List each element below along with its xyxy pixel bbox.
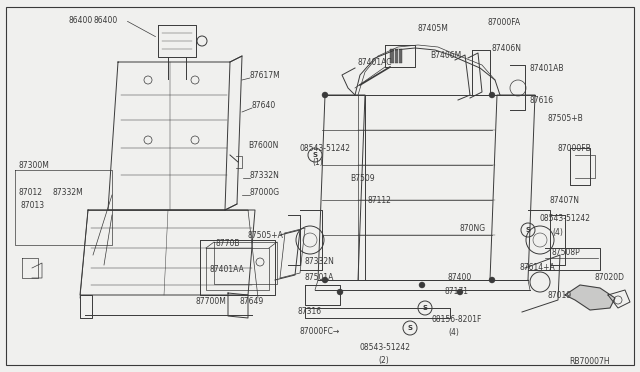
Circle shape: [337, 289, 343, 295]
Text: 08543-51242: 08543-51242: [540, 214, 591, 222]
Text: 87020D: 87020D: [595, 273, 625, 282]
Text: 87000G: 87000G: [250, 187, 280, 196]
Text: 08543-51242: 08543-51242: [300, 144, 351, 153]
Text: 87700M: 87700M: [195, 298, 226, 307]
Text: 87013: 87013: [20, 201, 44, 209]
Text: 87405M: 87405M: [418, 23, 449, 32]
Text: B7600N: B7600N: [248, 141, 278, 150]
Text: 86400: 86400: [93, 16, 118, 25]
Text: 87000FC→: 87000FC→: [300, 327, 340, 337]
Text: B7509: B7509: [350, 173, 374, 183]
Text: (1): (1): [312, 157, 323, 167]
Text: (2): (2): [378, 356, 388, 365]
Text: 87505+B: 87505+B: [548, 113, 584, 122]
Text: 87649: 87649: [240, 298, 264, 307]
Text: 08156-8201F: 08156-8201F: [432, 315, 483, 324]
Text: S: S: [525, 227, 531, 233]
Text: S: S: [312, 152, 317, 158]
Circle shape: [457, 289, 463, 295]
Text: RB70007H: RB70007H: [570, 357, 610, 366]
Polygon shape: [565, 285, 615, 310]
Text: 87112: 87112: [368, 196, 392, 205]
Text: (4): (4): [448, 327, 459, 337]
Text: 87332N: 87332N: [305, 257, 335, 266]
Text: 87508P: 87508P: [552, 247, 580, 257]
Circle shape: [489, 92, 495, 98]
Text: 87332M: 87332M: [52, 187, 83, 196]
Text: 87012: 87012: [18, 187, 42, 196]
Text: 87401AB: 87401AB: [530, 64, 564, 73]
Text: 870NG: 870NG: [460, 224, 486, 232]
Text: 87616: 87616: [530, 96, 554, 105]
Text: 87401AC: 87401AC: [358, 58, 392, 67]
Text: 87617M: 87617M: [250, 71, 281, 80]
Text: 87300M: 87300M: [18, 160, 49, 170]
Text: 87171: 87171: [445, 288, 469, 296]
Text: S: S: [422, 305, 428, 311]
Text: 8770B: 8770B: [215, 238, 239, 247]
Text: S: S: [408, 325, 413, 331]
Text: 87614+A: 87614+A: [520, 263, 556, 273]
Text: 87019: 87019: [548, 291, 572, 299]
Bar: [390, 49, 402, 63]
Text: 87000FA: 87000FA: [488, 17, 521, 26]
Text: 08543-51242: 08543-51242: [360, 343, 411, 353]
Text: 86400: 86400: [68, 16, 92, 25]
Text: 87000FB: 87000FB: [558, 144, 592, 153]
Circle shape: [322, 277, 328, 283]
Text: 87407N: 87407N: [550, 196, 580, 205]
Text: 87316: 87316: [298, 308, 322, 317]
Text: 87501A: 87501A: [305, 273, 334, 282]
Text: 87401AA: 87401AA: [210, 266, 245, 275]
Text: 87332N: 87332N: [250, 170, 280, 180]
Text: 87505+A: 87505+A: [248, 231, 284, 240]
Text: 87406N: 87406N: [492, 44, 522, 52]
Text: 87400: 87400: [448, 273, 472, 282]
Text: B7406M: B7406M: [430, 51, 461, 60]
Circle shape: [322, 92, 328, 98]
Text: 87640: 87640: [252, 100, 276, 109]
Circle shape: [489, 277, 495, 283]
Text: (4): (4): [552, 228, 563, 237]
Circle shape: [419, 282, 425, 288]
